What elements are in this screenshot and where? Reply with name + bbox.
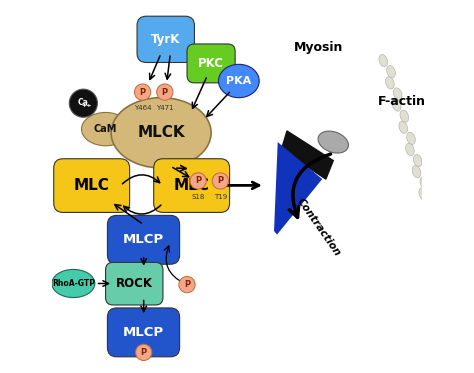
Circle shape bbox=[179, 276, 195, 293]
Ellipse shape bbox=[379, 54, 388, 67]
Ellipse shape bbox=[413, 154, 422, 167]
Circle shape bbox=[157, 84, 173, 100]
Ellipse shape bbox=[400, 110, 409, 122]
Ellipse shape bbox=[433, 221, 442, 233]
Text: MLC: MLC bbox=[74, 178, 109, 193]
Text: Y471: Y471 bbox=[156, 105, 173, 111]
Text: PKA: PKA bbox=[226, 76, 252, 86]
Ellipse shape bbox=[446, 277, 454, 289]
Ellipse shape bbox=[447, 266, 456, 278]
Circle shape bbox=[69, 89, 98, 117]
Polygon shape bbox=[282, 131, 333, 179]
Circle shape bbox=[135, 84, 151, 100]
Ellipse shape bbox=[392, 99, 401, 111]
Ellipse shape bbox=[111, 98, 211, 168]
Text: TyrK: TyrK bbox=[151, 33, 181, 46]
Text: P: P bbox=[141, 348, 147, 357]
FancyBboxPatch shape bbox=[187, 44, 235, 83]
Text: ROCK: ROCK bbox=[116, 277, 153, 290]
Ellipse shape bbox=[385, 77, 394, 89]
Text: P: P bbox=[139, 88, 146, 97]
Text: ++: ++ bbox=[81, 103, 91, 108]
Ellipse shape bbox=[82, 112, 129, 146]
Ellipse shape bbox=[419, 188, 428, 200]
Ellipse shape bbox=[427, 199, 435, 211]
Ellipse shape bbox=[219, 64, 259, 98]
FancyBboxPatch shape bbox=[137, 16, 194, 62]
Ellipse shape bbox=[399, 121, 408, 134]
Text: P: P bbox=[195, 176, 201, 185]
FancyBboxPatch shape bbox=[108, 308, 180, 357]
Text: Myosin: Myosin bbox=[294, 41, 343, 54]
FancyBboxPatch shape bbox=[108, 215, 180, 264]
FancyBboxPatch shape bbox=[106, 262, 163, 305]
FancyBboxPatch shape bbox=[54, 159, 129, 212]
Ellipse shape bbox=[393, 88, 402, 100]
Circle shape bbox=[212, 173, 228, 189]
Text: MLCK: MLCK bbox=[137, 125, 185, 140]
Text: PKC: PKC bbox=[198, 57, 224, 70]
Ellipse shape bbox=[440, 243, 449, 256]
Ellipse shape bbox=[432, 232, 441, 244]
Ellipse shape bbox=[387, 66, 395, 78]
Ellipse shape bbox=[420, 177, 428, 189]
Text: F-actin: F-actin bbox=[378, 95, 426, 108]
Circle shape bbox=[190, 173, 206, 189]
Ellipse shape bbox=[407, 132, 415, 144]
Ellipse shape bbox=[406, 143, 414, 156]
Text: T19: T19 bbox=[214, 194, 227, 200]
Text: P: P bbox=[162, 88, 168, 97]
Ellipse shape bbox=[453, 288, 462, 300]
Text: MLCP: MLCP bbox=[123, 326, 164, 339]
Ellipse shape bbox=[426, 210, 434, 222]
Ellipse shape bbox=[318, 131, 348, 153]
Text: Ca: Ca bbox=[78, 98, 89, 107]
Text: S18: S18 bbox=[191, 194, 205, 200]
Ellipse shape bbox=[412, 166, 421, 178]
Polygon shape bbox=[274, 142, 322, 235]
Text: Contraction: Contraction bbox=[295, 196, 342, 258]
FancyBboxPatch shape bbox=[154, 159, 229, 212]
Circle shape bbox=[136, 344, 152, 360]
Text: MLCP: MLCP bbox=[123, 233, 164, 246]
Ellipse shape bbox=[439, 254, 447, 267]
Text: P: P bbox=[217, 176, 223, 185]
Text: RhoA-GTP: RhoA-GTP bbox=[52, 279, 95, 288]
Text: MLC: MLC bbox=[173, 178, 210, 193]
Text: P: P bbox=[184, 280, 190, 289]
Ellipse shape bbox=[52, 269, 95, 298]
Text: CaM: CaM bbox=[94, 124, 117, 134]
Text: Y464: Y464 bbox=[134, 105, 151, 111]
